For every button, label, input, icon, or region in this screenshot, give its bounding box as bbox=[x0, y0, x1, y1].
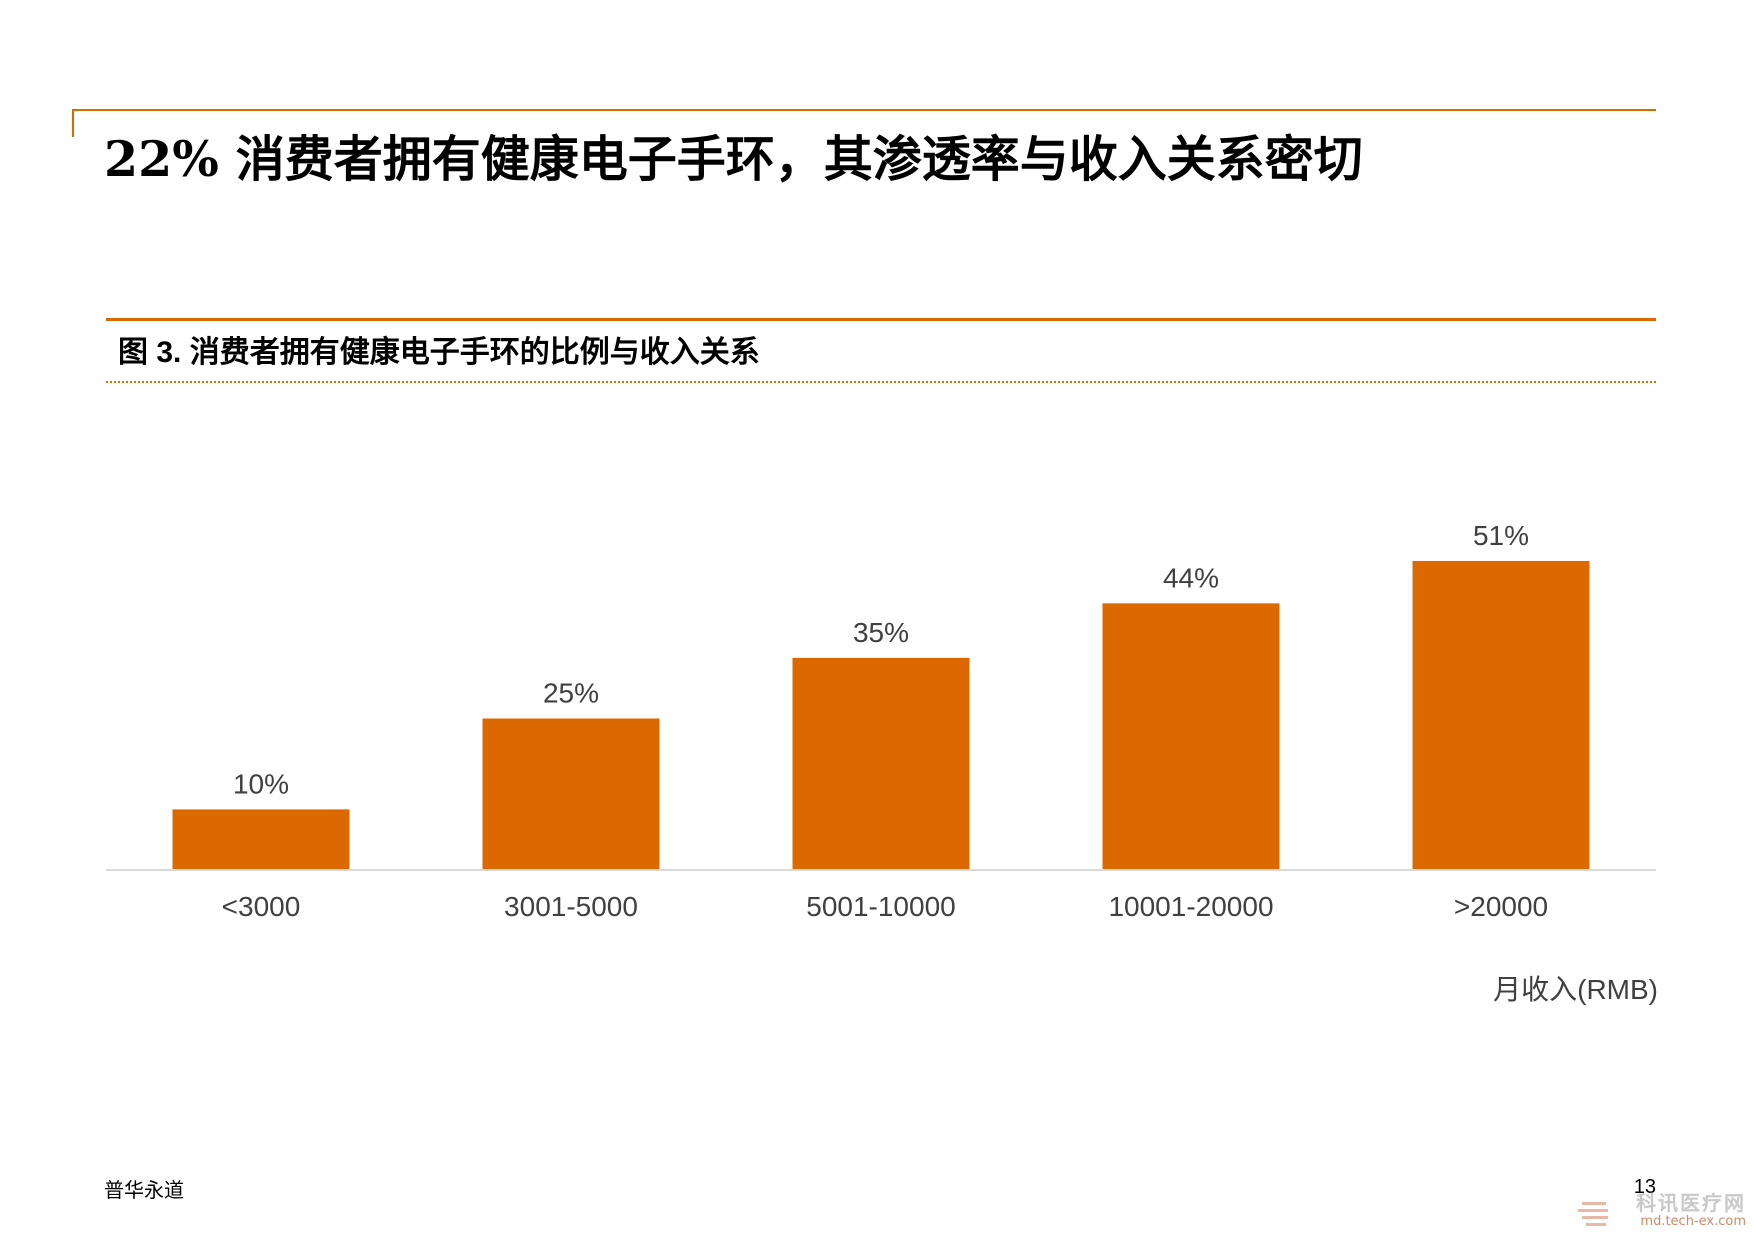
slide-title: 22% 消费者拥有健康电子手环，其渗透率与收入关系密切 bbox=[104, 130, 1363, 188]
x-tick-label: <3000 bbox=[222, 891, 301, 922]
top-accent-rule bbox=[72, 109, 1656, 111]
bar bbox=[1412, 560, 1590, 870]
top-accent-tick bbox=[72, 109, 74, 137]
watermark-url: md.tech-ex.com bbox=[1640, 1214, 1746, 1229]
x-tick-label: >20000 bbox=[1454, 891, 1548, 922]
data-label: 51% bbox=[1473, 520, 1529, 551]
bar bbox=[792, 657, 970, 870]
figure-dotted-rule bbox=[106, 381, 1656, 383]
x-tick-label: 3001-5000 bbox=[504, 891, 638, 922]
bar bbox=[172, 809, 350, 870]
data-label: 25% bbox=[543, 678, 599, 709]
figure-title: 图 3. 消费者拥有健康电子手环的比例与收入关系 bbox=[118, 336, 760, 369]
watermark: 科讯医疗网 md.tech-ex.com bbox=[1576, 1192, 1746, 1236]
x-axis-title: 月收入(RMB) bbox=[1493, 974, 1658, 1005]
data-label: 35% bbox=[853, 617, 909, 648]
x-tick-label: 10001-20000 bbox=[1108, 891, 1273, 922]
page-number: 13 bbox=[1633, 1176, 1656, 1198]
watermark-name: 科讯医疗网 bbox=[1636, 1191, 1746, 1215]
bar bbox=[482, 718, 660, 870]
footer-company-name: 普华永道 bbox=[104, 1178, 184, 1202]
figure-top-rule bbox=[106, 318, 1656, 321]
x-tick-label: 5001-10000 bbox=[806, 891, 955, 922]
data-label: 10% bbox=[233, 768, 289, 799]
watermark-logo-icon bbox=[1578, 1202, 1608, 1226]
data-label: 44% bbox=[1163, 562, 1219, 593]
bar bbox=[1102, 603, 1280, 870]
